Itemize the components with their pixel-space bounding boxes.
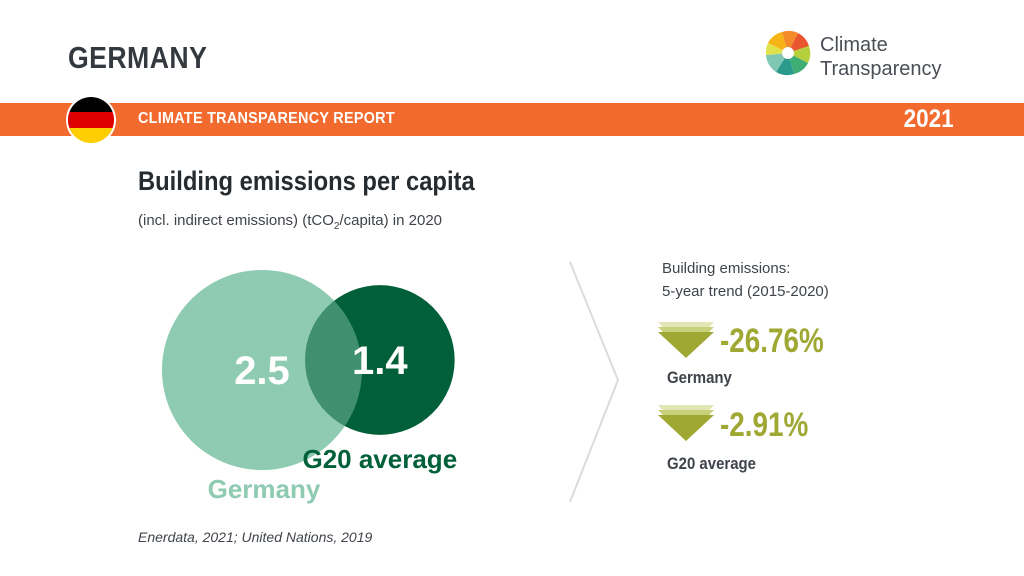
trend-down-arrow-icon	[658, 322, 714, 358]
country-title: GERMANY	[68, 40, 208, 75]
trend-triangle-layer	[658, 332, 714, 358]
chart-title: Building emissions per capita	[138, 166, 475, 196]
trend-down-arrow-icon	[658, 405, 714, 441]
bubble-value-g20-average: 1.4	[352, 339, 408, 383]
trend-heading-line2: 5-year trend (2015-2020)	[662, 283, 829, 300]
logo-text: Climate Transparency	[820, 33, 942, 81]
subtitle-sub: 2	[333, 221, 340, 232]
report-year: 2021	[903, 105, 954, 133]
climate-transparency-logo	[765, 30, 811, 76]
report-title: CLIMATE TRANSPARENCY REPORT	[138, 110, 395, 127]
bubble-germany	[162, 270, 362, 470]
trend-heading: Building emissions: 5-year trend (2015-2…	[662, 257, 829, 303]
subtitle-before: (incl. indirect emissions) (tCO	[138, 212, 334, 229]
source-note: Enerdata, 2021; United Nations, 2019	[138, 529, 373, 545]
trend-heading-line1: Building emissions:	[662, 260, 791, 277]
bubble-overlap	[162, 270, 362, 470]
trend-name-g20-average: G20 average	[667, 454, 757, 473]
subtitle-after: /capita) in 2020	[339, 212, 443, 229]
trend-name-germany: Germany	[667, 368, 732, 387]
germany-flag-icon	[66, 95, 116, 145]
chevron-divider	[569, 261, 620, 503]
logo-mark-icon	[765, 30, 811, 76]
bubble-g20-average	[305, 285, 455, 435]
logo-text-line2: Transparency	[820, 58, 942, 80]
bubble-label-germany: Germany	[208, 474, 321, 504]
logo-text-line1: Climate	[820, 34, 888, 56]
bubble-value-germany: 2.5	[234, 349, 290, 393]
trend-value-germany: -26.76%	[720, 322, 824, 360]
trend-value-g20-average: -2.91%	[720, 406, 809, 444]
trend-triangle-layer	[658, 415, 714, 441]
bubble-label-g20-average: G20 average	[302, 444, 457, 474]
report-band	[0, 103, 1024, 136]
chart-subtitle: (incl. indirect emissions) (tCO2/capita)…	[138, 212, 442, 232]
